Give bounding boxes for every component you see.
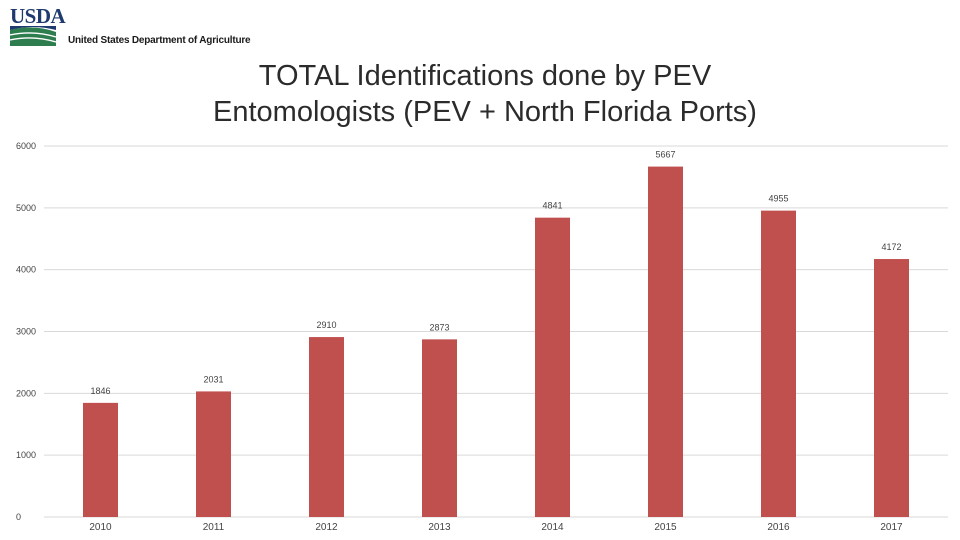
y-tick-label: 3000 xyxy=(16,327,36,337)
gridlines xyxy=(44,145,948,518)
data-labels: 1846 2031 2910 2873 4841 5667 4955 4172 xyxy=(90,150,901,396)
data-label: 4172 xyxy=(881,242,901,252)
agency-name: United States Department of Agriculture xyxy=(68,35,251,46)
y-axis-ticks: 0 1000 2000 3000 4000 5000 6000 xyxy=(16,141,36,522)
x-tick-label: 2015 xyxy=(654,522,677,533)
bar-2014 xyxy=(535,217,570,517)
y-tick-label: 4000 xyxy=(16,265,36,275)
bar-2012 xyxy=(309,337,344,517)
x-tick-label: 2010 xyxy=(89,522,112,533)
bar-2013 xyxy=(422,339,457,517)
data-label: 5667 xyxy=(655,150,675,160)
data-label: 4841 xyxy=(542,201,562,211)
usda-wordmark: USDA xyxy=(10,4,66,28)
chart-title-line-2: Entomologists (PEV + North Florida Ports… xyxy=(213,96,757,128)
bar-2017 xyxy=(874,259,909,517)
y-tick-label: 6000 xyxy=(16,141,36,151)
x-tick-label: 2012 xyxy=(315,522,338,533)
bars xyxy=(83,166,909,517)
data-label: 4955 xyxy=(768,194,788,204)
bar-2016 xyxy=(761,210,796,517)
y-tick-label: 5000 xyxy=(16,203,36,213)
usda-field-icon xyxy=(10,26,56,46)
x-tick-label: 2017 xyxy=(880,522,903,533)
data-label: 2873 xyxy=(429,322,449,332)
chart-title-line-1: TOTAL Identifications done by PEV xyxy=(258,60,712,92)
y-tick-label: 2000 xyxy=(16,388,36,398)
bar-2010 xyxy=(83,402,118,517)
bar-2011 xyxy=(196,391,231,517)
bar-2015 xyxy=(648,166,683,517)
x-tick-label: 2011 xyxy=(203,522,225,533)
y-tick-label: 1000 xyxy=(16,450,36,460)
usda-logo: USDA United States Department of Agricul… xyxy=(10,4,251,46)
x-axis-ticks: 2010 2011 2012 2013 2014 2015 2016 2017 xyxy=(89,522,903,533)
x-tick-label: 2016 xyxy=(767,522,790,533)
x-tick-label: 2014 xyxy=(541,522,564,533)
x-tick-label: 2013 xyxy=(428,522,451,533)
data-label: 2031 xyxy=(203,374,223,384)
chart-title: TOTAL Identifications done by PEV Entomo… xyxy=(120,58,850,130)
y-tick-label: 0 xyxy=(16,512,21,522)
data-label: 2910 xyxy=(316,320,336,330)
data-label: 1846 xyxy=(90,386,110,396)
